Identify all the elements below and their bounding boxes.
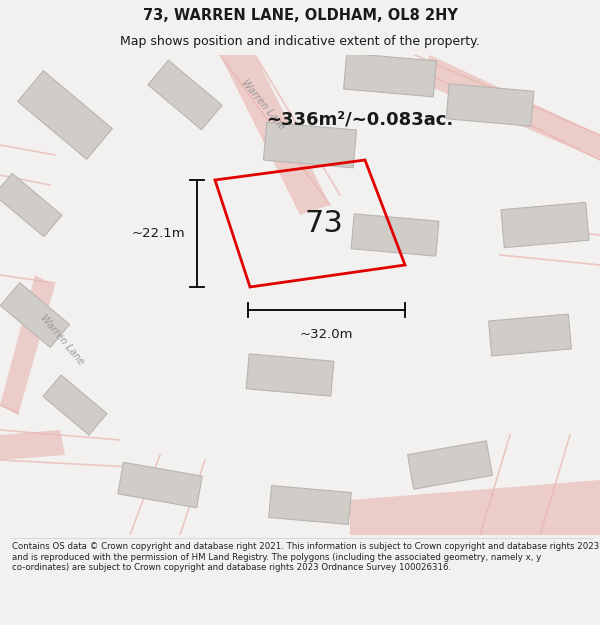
Polygon shape [43, 375, 107, 435]
Polygon shape [0, 430, 65, 460]
Polygon shape [415, 55, 600, 160]
Polygon shape [350, 480, 600, 535]
Polygon shape [501, 202, 589, 248]
Polygon shape [246, 354, 334, 396]
Polygon shape [0, 173, 62, 237]
Polygon shape [118, 462, 202, 508]
Polygon shape [269, 486, 351, 524]
Polygon shape [17, 71, 112, 159]
Polygon shape [488, 314, 571, 356]
Polygon shape [446, 84, 534, 126]
Text: Warren Lane: Warren Lane [38, 313, 86, 367]
Polygon shape [351, 214, 439, 256]
Text: Contains OS data © Crown copyright and database right 2021. This information is : Contains OS data © Crown copyright and d… [12, 542, 599, 572]
Polygon shape [0, 275, 55, 415]
Text: ~336m²/~0.083ac.: ~336m²/~0.083ac. [266, 111, 454, 129]
Text: Warren Lane: Warren Lane [239, 78, 287, 132]
Polygon shape [263, 122, 356, 168]
Text: ~22.1m: ~22.1m [131, 227, 185, 240]
Polygon shape [407, 441, 493, 489]
Polygon shape [344, 53, 436, 97]
Text: 73, WARREN LANE, OLDHAM, OL8 2HY: 73, WARREN LANE, OLDHAM, OL8 2HY [143, 8, 457, 23]
Text: ~32.0m: ~32.0m [300, 328, 353, 341]
Text: Map shows position and indicative extent of the property.: Map shows position and indicative extent… [120, 35, 480, 48]
Polygon shape [148, 60, 222, 130]
Text: 73: 73 [304, 209, 343, 238]
Polygon shape [1, 282, 70, 348]
Polygon shape [220, 55, 330, 215]
